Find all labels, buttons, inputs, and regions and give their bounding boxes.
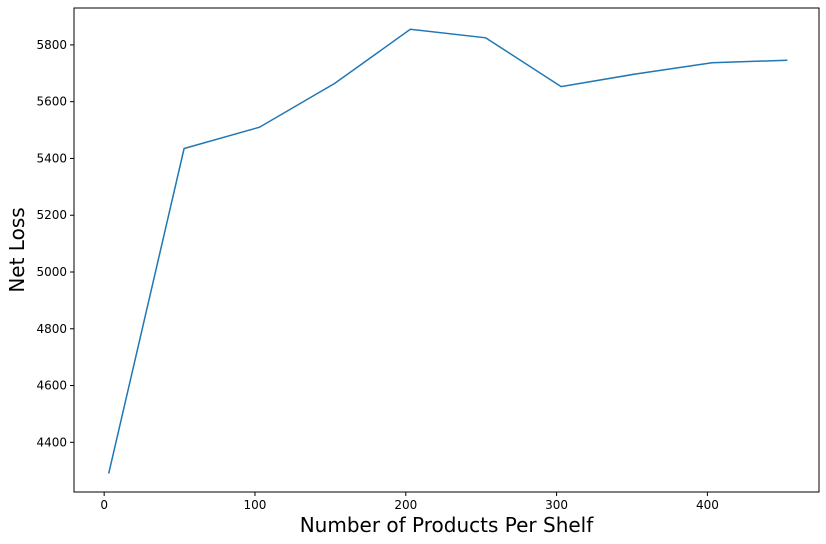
- y-tick-label: 4800: [36, 322, 67, 336]
- x-axis-ticks: 0 100 200 300 400: [100, 492, 719, 512]
- x-tick-label: 300: [545, 498, 568, 512]
- y-tick-label: 4600: [36, 379, 67, 393]
- y-tick-label: 4400: [36, 435, 67, 449]
- plot-area: [73, 7, 820, 493]
- x-tick-label: 200: [394, 498, 417, 512]
- x-tick-label: 0: [100, 498, 108, 512]
- y-tick-label: 5600: [36, 95, 67, 109]
- y-axis-label: Net Loss: [5, 207, 29, 292]
- series-layer: [107, 28, 788, 474]
- x-tick-label: 100: [244, 498, 267, 512]
- y-tick-label: 5200: [36, 208, 67, 222]
- y-axis-ticks: 4400 4600 4800 5000 5200 5400 5600 5800: [36, 38, 74, 449]
- x-tick-label: 400: [696, 498, 719, 512]
- y-tick-label: 5000: [36, 265, 67, 279]
- series-line-0: [107, 28, 788, 474]
- y-tick-label: 5800: [36, 38, 67, 52]
- y-tick-label: 5400: [36, 151, 67, 165]
- x-axis-label: Number of Products Per Shelf: [300, 513, 595, 537]
